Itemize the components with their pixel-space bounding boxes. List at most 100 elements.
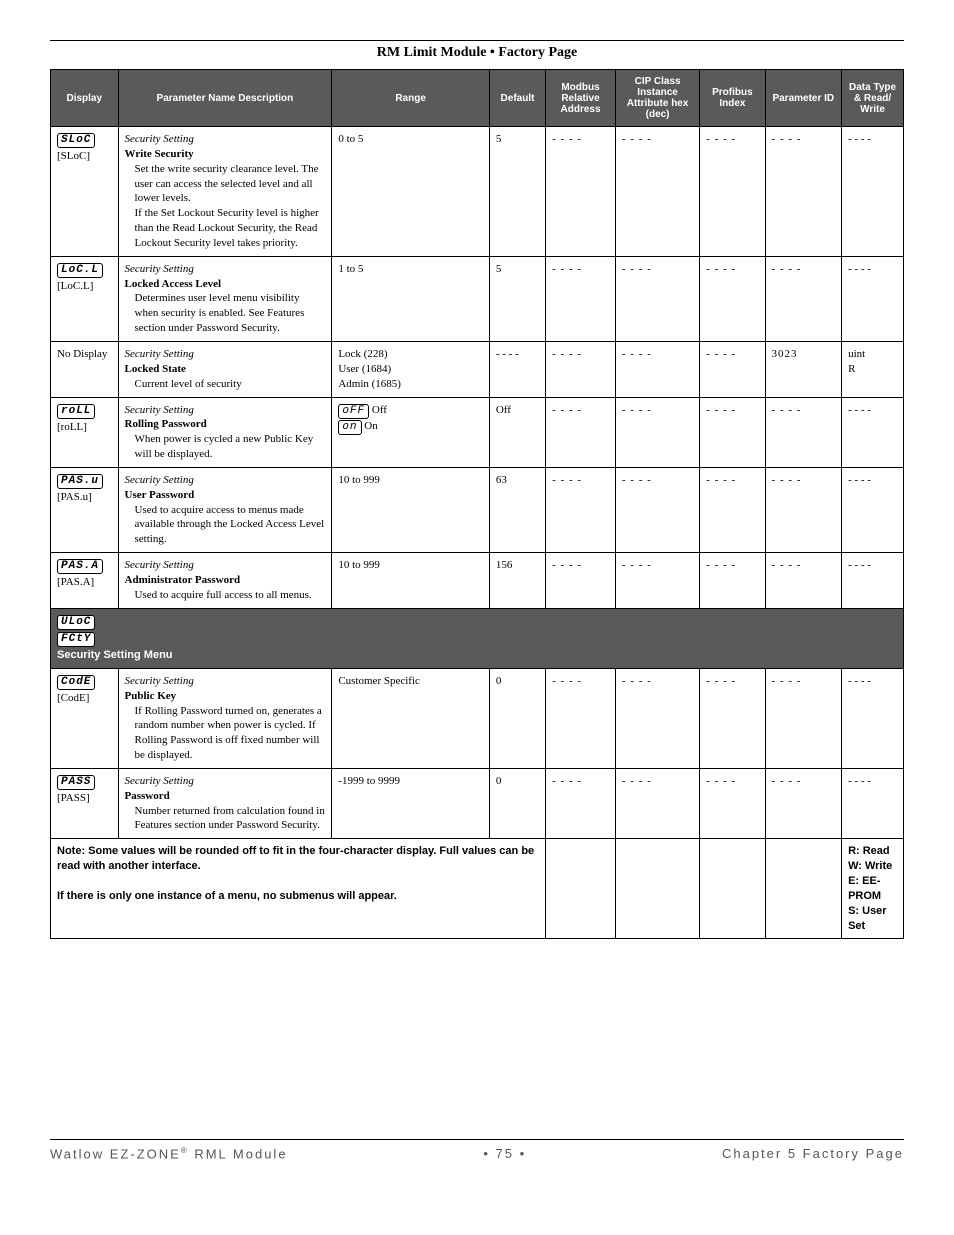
display-label: [PAS.A] xyxy=(57,576,94,588)
profibus-value: - - - - xyxy=(700,467,765,552)
param-description: Determines user level menu visibility wh… xyxy=(135,291,326,336)
param-name: Password xyxy=(125,790,170,802)
parameter-table: Display Parameter Name Description Range… xyxy=(50,69,904,939)
param-name: Locked Access Level xyxy=(125,278,222,290)
default-value: 5 xyxy=(489,256,545,341)
pid-value: - - - - xyxy=(765,768,842,838)
param-description: Used to acquire full access to all menus… xyxy=(135,588,326,603)
pid-value: - - - - xyxy=(765,467,842,552)
cip-value: - - - - xyxy=(615,256,699,341)
table-header-row: Display Parameter Name Description Range… xyxy=(51,70,904,127)
table-row: SLoC [SLoC] Security Setting Write Security… xyxy=(51,127,904,257)
profibus-value: - - - - xyxy=(700,768,765,838)
modbus-value: - - - - xyxy=(546,397,616,467)
col-cip: CIP Class Instance Attribute hex (dec) xyxy=(615,70,699,127)
table-row: PAS.u [PAS.u] Security Setting User Passwor… xyxy=(51,467,904,552)
cip-value: - - - - xyxy=(615,127,699,257)
table-row: No Display Security Setting Locked State Cu… xyxy=(51,341,904,397)
display-segment: CodE xyxy=(57,675,95,690)
modbus-value: - - - - xyxy=(546,467,616,552)
col-param: Parameter Name Description xyxy=(118,70,332,127)
range-value: Customer Specific xyxy=(338,675,420,687)
param-description: Number returned from calculation found i… xyxy=(135,804,326,834)
dtype-value: - - - - xyxy=(842,256,904,341)
cip-value: - - - - xyxy=(615,668,699,768)
param-category: Security Setting xyxy=(125,775,194,787)
footer-left: Watlow EZ-ZONE® RML Module xyxy=(50,1146,288,1161)
default-value: - - - - xyxy=(489,341,545,397)
cip-value: - - - - xyxy=(615,341,699,397)
pid-value: - - - - xyxy=(765,397,842,467)
col-modbus: Modbus Relative Address xyxy=(546,70,616,127)
default-value: 156 xyxy=(489,553,545,609)
profibus-value: - - - - xyxy=(700,397,765,467)
col-range: Range xyxy=(332,70,490,127)
param-description: If Rolling Password turned on, generates… xyxy=(135,704,326,763)
display-label: [PAS.u] xyxy=(57,491,92,503)
footer-center: • 75 • xyxy=(483,1146,526,1161)
modbus-value: - - - - xyxy=(546,553,616,609)
page-footer: Watlow EZ-ZONE® RML Module • 75 • Chapte… xyxy=(50,1139,904,1161)
table-row: roLL [roLL] Security Setting Rolling Passwo… xyxy=(51,397,904,467)
display-segment: PASS xyxy=(57,775,95,790)
param-name: Locked State xyxy=(125,363,186,375)
profibus-value: - - - - xyxy=(700,553,765,609)
col-display: Display xyxy=(51,70,119,127)
param-category: Security Setting xyxy=(125,263,194,275)
display-label: [LoC.L] xyxy=(57,280,93,292)
display-label: No Display xyxy=(57,348,107,360)
default-value: Off xyxy=(489,397,545,467)
range-segment: on xyxy=(338,420,361,435)
dtype-value: uintR xyxy=(842,341,904,397)
note-row: Note: Some values will be rounded off to… xyxy=(51,839,904,939)
range-value: 1 to 5 xyxy=(338,263,363,275)
param-name: Write Security xyxy=(125,148,194,160)
section-row: ULoC FCtY Security Setting Menu xyxy=(51,608,904,668)
table-row: PASS[PASS]Security SettingPasswordNumber… xyxy=(51,768,904,838)
param-category: Security Setting xyxy=(125,348,194,360)
range-value: Lock (228)User (1684)Admin (1685) xyxy=(338,348,401,390)
section-segment: FCtY xyxy=(57,632,95,647)
legend: R: ReadW: WriteE: EE-PROMS: User Set xyxy=(842,839,904,939)
param-category: Security Setting xyxy=(125,474,194,486)
pid-value: 3023 xyxy=(765,341,842,397)
footer-right: Chapter 5 Factory Page xyxy=(722,1146,904,1161)
display-label: [SLoC] xyxy=(57,150,90,162)
modbus-value: - - - - xyxy=(546,668,616,768)
param-name: Administrator Password xyxy=(125,574,241,586)
param-category: Security Setting xyxy=(125,404,194,416)
cip-value: - - - - xyxy=(615,397,699,467)
display-segment: PAS.A xyxy=(57,559,103,574)
profibus-value: - - - - xyxy=(700,127,765,257)
param-description: Current level of security xyxy=(135,377,326,392)
profibus-value: - - - - xyxy=(700,668,765,768)
cip-value: - - - - xyxy=(615,467,699,552)
display-segment: SLoC xyxy=(57,133,95,148)
col-pid: Parameter ID xyxy=(765,70,842,127)
page-header: RM Limit Module • Factory Page xyxy=(50,40,904,61)
range-value: 10 to 999 xyxy=(338,474,380,486)
dtype-value: - - - - xyxy=(842,668,904,768)
default-value: 63 xyxy=(489,467,545,552)
col-profibus: Profibus Index xyxy=(700,70,765,127)
table-row: CodE[CodE]Security SettingPublic KeyIf R… xyxy=(51,668,904,768)
param-category: Security Setting xyxy=(125,133,194,145)
display-segment: roLL xyxy=(57,404,95,419)
dtype-value: - - - - xyxy=(842,397,904,467)
modbus-value: - - - - xyxy=(546,768,616,838)
param-name: User Password xyxy=(125,489,195,501)
default-value: 0 xyxy=(489,668,545,768)
col-default: Default xyxy=(489,70,545,127)
dtype-value: - - - - xyxy=(842,467,904,552)
range-value: 10 to 999 xyxy=(338,559,380,571)
default-value: 0 xyxy=(489,768,545,838)
section-title: Security Setting Menu xyxy=(57,649,173,661)
display-label: [roLL] xyxy=(57,421,87,433)
pid-value: - - - - xyxy=(765,553,842,609)
table-row: LoC.L[LoC.L]Security SettingLocked Acces… xyxy=(51,256,904,341)
profibus-value: - - - - xyxy=(700,256,765,341)
param-name: Rolling Password xyxy=(125,418,207,430)
display-segment: PAS.u xyxy=(57,474,103,489)
dtype-value: - - - - xyxy=(842,127,904,257)
param-description: When power is cycled a new Public Key wi… xyxy=(135,432,326,462)
